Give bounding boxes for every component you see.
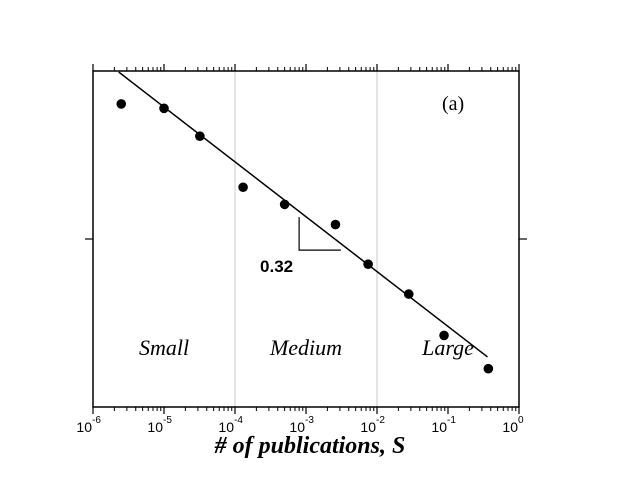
x-tick-label-base: 10 [218, 419, 234, 435]
x-tick-label: 10 -2 [360, 415, 385, 435]
x-tick-label-exponent: -1 [447, 415, 456, 426]
slope-label: 0.32 [260, 257, 293, 276]
x-tick-label-base: 10 [289, 419, 305, 435]
data-point [483, 363, 494, 374]
region-label-large: Large [421, 335, 474, 360]
data-points [116, 99, 494, 374]
x-axis-tick-labels: 10 -6 10 -5 10 -4 10 -3 10 -2 10 -1 10 0 [76, 415, 524, 435]
region-label-small: Small [139, 335, 189, 360]
fit-line [118, 71, 488, 358]
x-tick-label: 10 0 [502, 415, 524, 435]
x-tick-label-exponent: -5 [163, 415, 172, 426]
data-point [403, 289, 414, 299]
region-labels: Small Medium Large [139, 335, 474, 360]
data-point [279, 199, 290, 210]
x-tick-label-exponent: -2 [376, 415, 385, 426]
x-tick-label-base: 10 [360, 419, 376, 435]
data-point [159, 103, 169, 114]
x-tick-label: 10 -1 [431, 415, 456, 435]
x-tick-label-base: 10 [431, 419, 447, 435]
x-tick-label-exponent: -3 [305, 415, 314, 426]
x-tick-label: 10 -3 [289, 415, 314, 435]
data-point [195, 131, 205, 141]
x-tick-label: 10 -5 [147, 415, 172, 435]
x-tick-label: 10 -4 [218, 415, 243, 435]
fit-line-group [118, 71, 488, 358]
x-tick-label-base: 10 [76, 419, 92, 435]
data-point [116, 99, 127, 109]
data-point [439, 330, 449, 341]
x-axis-ticks [92, 64, 520, 414]
x-tick-label-base: 10 [502, 419, 518, 435]
data-point [238, 182, 248, 193]
x-axis-label: # of publications, S [214, 433, 406, 459]
x-tick-label-exponent: -6 [92, 415, 101, 426]
region-divider-lines [234, 71, 378, 407]
data-point [330, 219, 341, 230]
x-tick-label-exponent: 0 [518, 415, 524, 426]
x-tick-label-exponent: -4 [234, 415, 243, 426]
region-label-medium: Medium [269, 335, 342, 360]
x-tick-label-base: 10 [147, 419, 163, 435]
panel-label: (a) [442, 93, 464, 115]
slope-annotation: 0.32 [260, 217, 341, 276]
data-point [363, 259, 373, 270]
slope-triangle [298, 217, 341, 251]
x-tick-label: 10 -6 [76, 415, 101, 435]
